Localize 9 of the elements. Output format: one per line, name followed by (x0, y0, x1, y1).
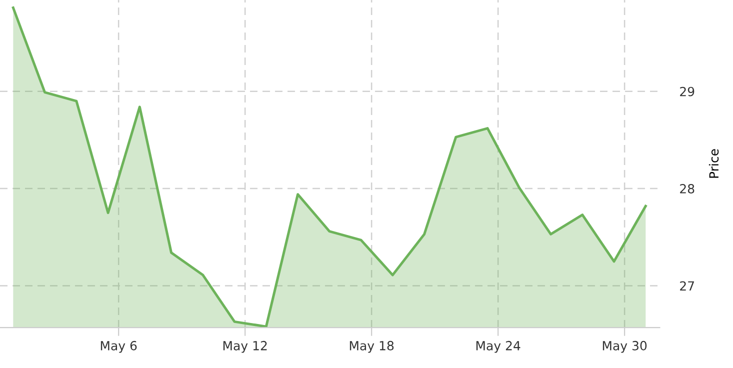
x-tick-label: May 6 (100, 340, 137, 353)
x-tick-label: May 30 (602, 340, 647, 353)
y-tick-label: 28 (680, 184, 694, 194)
y-tick-label: 29 (680, 86, 694, 96)
y-axis-title: Price (708, 149, 719, 178)
x-tick-label: May 12 (223, 340, 267, 353)
x-tick-label: May 24 (476, 340, 520, 353)
x-tick-label: May 18 (350, 340, 394, 353)
y-tick-label: 27 (680, 281, 694, 290)
